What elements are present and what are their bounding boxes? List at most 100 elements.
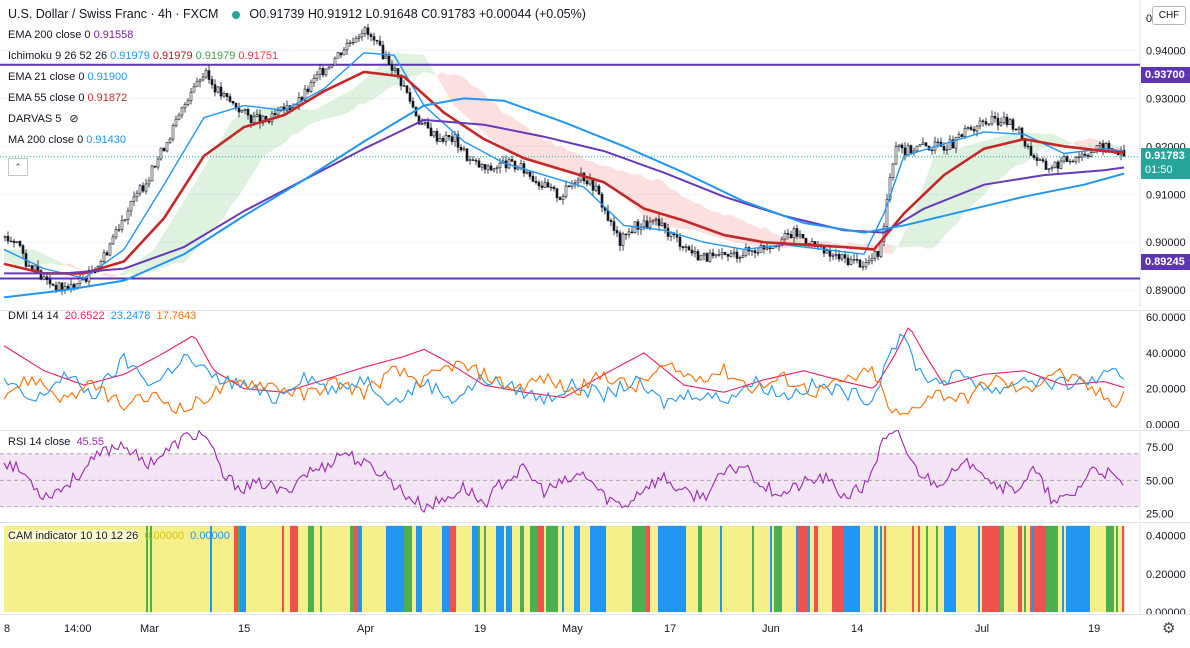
cam-bar [950,525,953,613]
candle-body [447,134,451,138]
price-chart[interactable]: 0.890000.900000.910000.920000.930000.940… [0,0,1190,307]
cam-bar [1122,525,1125,613]
cam-bar [798,525,801,613]
candle-body [732,251,736,254]
candle-body [468,159,472,161]
cam-bar [530,525,533,613]
cam-bar [284,525,287,613]
cam-bar [310,525,313,613]
cam-bar [948,525,951,613]
ichimoku-cloud-segment [676,190,682,229]
cam-bar [460,525,463,613]
cam-bar [52,525,55,613]
cam-bar [196,525,199,613]
candle-body [1068,160,1072,163]
ichimoku-cloud-segment [466,78,472,122]
cam-bar [468,525,471,613]
ichimoku-cloud-segment [118,271,124,276]
candle-body [312,77,316,83]
cam-bar [632,525,635,613]
candle-body [345,43,349,51]
cam-bar [546,525,549,613]
ichimoku-cloud-segment [346,89,352,114]
cam-bar [1118,525,1121,613]
cam-bar [1106,525,1109,613]
cam-bar [430,525,433,613]
candle-body [531,176,535,182]
cam-bar [126,525,129,613]
cam-bar [776,525,779,613]
cam-bar [276,525,279,613]
ichimoku-cloud-segment [460,76,466,117]
cam-bar [900,525,903,613]
candle-body [648,221,652,228]
cam-bar [870,525,873,613]
candle-body [678,236,682,247]
cam-bar [822,525,825,613]
cam-chart[interactable]: 0.00000 0.20000 0.40000 [0,522,1190,614]
candle-body [690,249,694,254]
settings-gear-icon[interactable]: ⚙ [1162,620,1176,637]
cam-bar [878,525,881,613]
candle-body [444,134,448,142]
cam-pane[interactable]: 0.00000 0.20000 0.40000 CAM indicator 10 1… [0,522,1190,614]
candle-body [972,129,976,132]
ichimoku-cloud-segment [964,145,970,212]
candle-body [390,64,394,71]
ichimoku-cloud-segment [52,258,58,266]
candle-body [12,240,16,244]
dmi-pane[interactable]: 0.0000 20.0000 40.0000 60.0000 DMI 14 14 20… [0,310,1190,428]
candle-body [237,107,241,113]
cam-bar [394,525,397,613]
candle-body [6,236,10,242]
dmi-chart[interactable]: 0.0000 20.0000 40.0000 60.0000 [0,310,1190,428]
cam-bar [560,525,563,613]
cam-bar [148,525,151,613]
candle-body [459,146,463,151]
cam-bar [186,525,189,613]
candle-body [462,148,466,151]
currency-button[interactable]: CHF [1152,6,1186,25]
cam-bar [1028,525,1031,613]
cam-bar [1060,525,1063,613]
ichimoku-cloud-segment [1036,133,1042,155]
time-axis[interactable]: 8 14:00 Mar 15 Apr 19 May 17 Jun 14 Jul 19 [0,614,1190,648]
cam-bar [1046,525,1049,613]
cam-bar [940,525,943,613]
rsi-chart[interactable]: 25.00 50.00 75.00 [0,430,1190,520]
y-tick-label: 75.00 [1146,442,1174,454]
candle-body [363,27,367,34]
cam-bar [770,525,773,613]
rsi-pane[interactable]: 25.00 50.00 75.00 RSI 14 close 45.55 [0,430,1190,520]
cam-bar [536,525,539,613]
collapse-legend-icon[interactable]: ⌃ [8,158,28,176]
cam-bar [726,525,729,613]
cam-bar [930,525,933,613]
cam-bar [718,525,721,613]
cam-bar [1042,525,1045,613]
price-pane[interactable]: 0.890000.900000.910000.920000.930000.940… [0,0,1190,307]
candle-body [969,127,973,130]
cam-bar [124,525,127,613]
ichimoku-cloud-segment [754,225,760,247]
cam-bar [416,525,419,613]
cam-bar [154,525,157,613]
cam-bar [340,525,343,613]
cam-bar [802,525,805,613]
candle-body [921,142,925,145]
cam-bar [624,525,627,613]
candle-body [612,221,616,231]
candle-body [432,130,436,137]
candle-body [3,236,7,238]
ichimoku-cloud-segment [592,160,598,183]
candle-body [846,257,850,265]
candle-body [1098,143,1102,146]
candle-body [267,121,271,123]
cam-bar [350,525,353,613]
candle-body [339,52,343,56]
cam-bar [728,525,731,613]
cam-bar [452,525,455,613]
cam-bar [1038,525,1041,613]
cam-bar [516,525,519,613]
candle-body [867,260,871,263]
